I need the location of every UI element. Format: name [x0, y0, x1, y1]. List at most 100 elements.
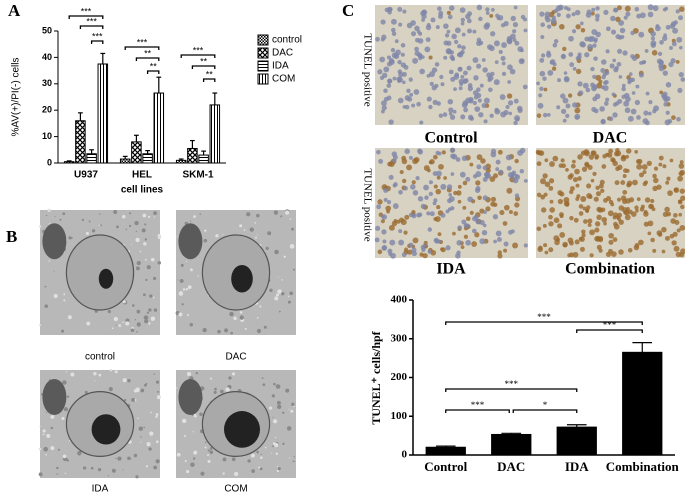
cell [393, 182, 398, 187]
image-caption: DAC [225, 352, 246, 363]
cell [586, 193, 592, 199]
cell [593, 196, 599, 202]
cell [426, 96, 432, 102]
cell [563, 196, 570, 203]
cell [650, 36, 655, 41]
cell [510, 172, 516, 177]
cell [385, 205, 392, 212]
cell [391, 220, 398, 227]
cell [590, 66, 595, 72]
cell [542, 76, 547, 81]
cell [615, 215, 620, 220]
cell [679, 45, 683, 50]
texture [62, 454, 67, 459]
texture [254, 236, 257, 239]
texture [113, 316, 119, 322]
cell [469, 116, 474, 121]
cell [381, 245, 387, 251]
cell [399, 170, 404, 175]
cell [578, 204, 584, 209]
texture [124, 398, 127, 402]
cell [387, 161, 393, 167]
cell [426, 73, 431, 78]
texture [213, 390, 217, 394]
cell [424, 195, 429, 200]
cell [446, 10, 451, 15]
cell [542, 173, 548, 179]
cell [675, 60, 680, 64]
texture [134, 220, 139, 226]
cell [433, 216, 438, 222]
cell [460, 114, 466, 120]
cell [606, 152, 613, 158]
cell [537, 102, 544, 109]
cell [623, 210, 628, 215]
y-tick-label: 100 [391, 410, 408, 422]
bar [75, 120, 86, 164]
cell [495, 159, 501, 165]
cell [574, 107, 581, 114]
cell [489, 13, 494, 18]
cell [617, 164, 623, 170]
texture [143, 426, 145, 429]
cell [592, 74, 597, 79]
legend-label: DAC [272, 48, 293, 59]
cell [536, 161, 542, 167]
texture [142, 213, 147, 218]
cell [519, 168, 525, 174]
image-caption: COM [224, 484, 247, 495]
cell [492, 214, 499, 220]
texture [150, 316, 156, 321]
cell [480, 158, 486, 164]
texture [292, 460, 295, 463]
cell [449, 114, 456, 120]
texture [190, 220, 192, 222]
cell [497, 253, 503, 259]
cell [551, 66, 557, 71]
cell [433, 184, 438, 189]
cell [508, 111, 513, 116]
cell [536, 150, 541, 155]
cell [657, 51, 663, 57]
cell [582, 206, 587, 211]
texture [56, 473, 58, 475]
cell [659, 40, 664, 45]
cell [611, 158, 616, 163]
cell [499, 94, 506, 100]
texture [186, 260, 188, 263]
side-label: TUNEL positive [361, 33, 373, 106]
cell [634, 6, 640, 12]
cell [549, 207, 556, 213]
cell [608, 239, 614, 245]
cell [673, 245, 680, 252]
cell [419, 120, 424, 125]
texture [132, 304, 135, 307]
cell [679, 160, 684, 164]
cell [404, 214, 410, 220]
cell [616, 61, 622, 67]
bracket [180, 54, 216, 58]
cell [398, 239, 405, 246]
texture [135, 475, 139, 479]
cell [625, 96, 631, 102]
cell [429, 211, 435, 217]
cell [637, 158, 643, 165]
cell [567, 93, 573, 98]
cell [448, 69, 454, 75]
texture [207, 449, 210, 452]
texture [94, 380, 96, 382]
cell [512, 29, 517, 34]
cell [548, 185, 554, 191]
cell [589, 35, 596, 42]
cell [575, 24, 581, 30]
cell [665, 82, 672, 88]
cell [563, 71, 568, 75]
cell [493, 79, 500, 86]
texture [143, 242, 147, 246]
texture [64, 472, 67, 474]
cell [420, 203, 426, 209]
cell [623, 15, 628, 20]
cell [622, 173, 627, 178]
cell [448, 192, 453, 197]
texture [149, 294, 153, 298]
